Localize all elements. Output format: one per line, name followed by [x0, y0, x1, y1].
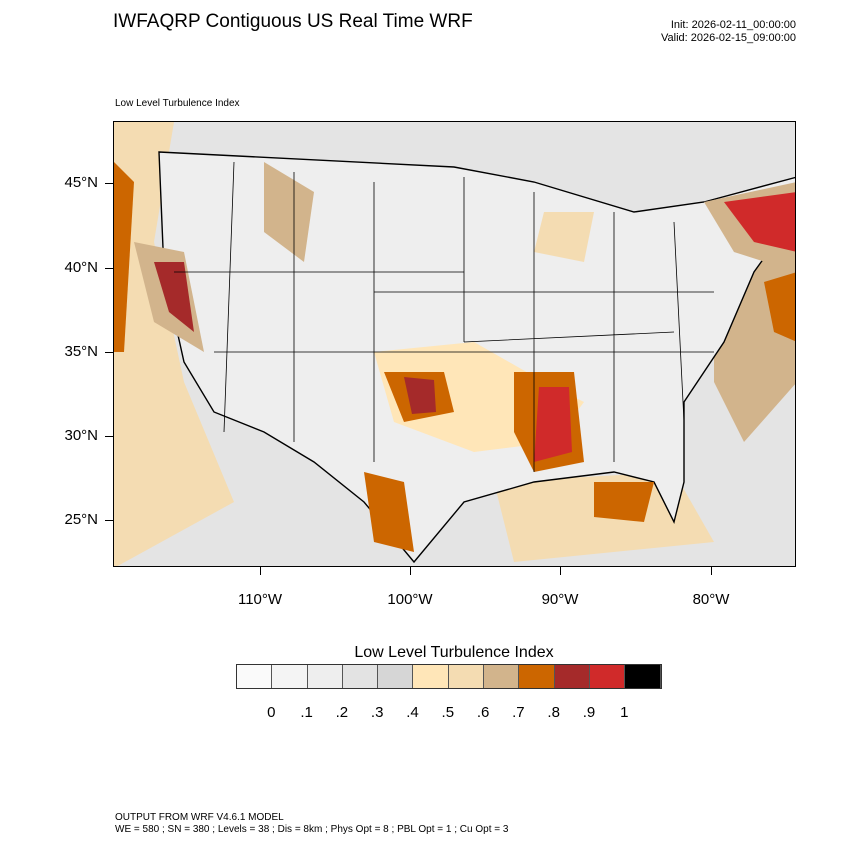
colorbar-cell [484, 665, 520, 688]
lat-label-30: 30°N [64, 427, 98, 444]
turbulence-map [114, 122, 795, 566]
lat-tick [105, 352, 113, 353]
lon-label-80w: 80°W [692, 591, 730, 608]
colorbar-label: .4 [406, 704, 419, 721]
colorbar-cell [307, 665, 343, 688]
colorbar-label: 1 [620, 704, 629, 721]
lon-label-110w: 110°W [237, 591, 283, 608]
colorbar-cell [589, 665, 626, 688]
colorbar-label: .6 [476, 704, 490, 721]
lat-label-45: 45°N [64, 174, 98, 191]
mississippi-peak [534, 387, 572, 462]
gulf-high [594, 482, 654, 522]
nevada-peak [154, 262, 194, 332]
colorbar-label: .3 [370, 704, 384, 721]
offshore-atlantic-high [764, 272, 795, 342]
colorbar-cell [272, 665, 308, 688]
lat-tick [105, 183, 113, 184]
colorbar-label: .2 [335, 704, 349, 721]
state-boundaries [174, 161, 714, 472]
colorbar-cell [413, 665, 449, 688]
pacific-high [114, 162, 134, 352]
lon-label-100w: 100°W [387, 591, 433, 608]
lat-label-40: 40°N [64, 259, 98, 276]
lon-tick [410, 567, 411, 575]
lon-tick [260, 567, 261, 575]
mexico-high [364, 472, 414, 552]
great-lakes-area [534, 212, 594, 262]
init-time: Init: 2026-02-11_00:00:00 [670, 19, 796, 31]
lat-tick [105, 436, 113, 437]
lon-tick [711, 567, 712, 575]
time-info: Init: 2026-02-11_00:00:00 Valid: 2026-02… [661, 19, 796, 45]
colorbar-cell [625, 665, 661, 688]
colorbar [236, 664, 662, 689]
lat-tick [105, 268, 113, 269]
model-version: OUTPUT FROM WRF V4.6.1 MODEL [115, 812, 284, 823]
pacific-region [114, 122, 234, 566]
colorbar-label: .7 [512, 704, 525, 721]
oklahoma-peak [404, 377, 436, 414]
lat-label-25: 25°N [64, 511, 98, 528]
plot-title: IWFAQRP Contiguous US Real Time WRF [113, 11, 473, 32]
colorbar-cell [448, 665, 485, 688]
new-england-peak [724, 192, 795, 252]
map-panel [113, 121, 796, 567]
lat-tick [105, 520, 113, 521]
colorbar-label: .1 [300, 704, 313, 721]
colorbar-cell [342, 665, 379, 688]
colorbar-label: .8 [547, 704, 560, 721]
lon-label-90w: 90°W [541, 591, 579, 608]
model-info: OUTPUT FROM WRF V4.6.1 MODEL WE = 580 ; … [115, 812, 508, 836]
lon-tick [560, 567, 561, 575]
colorbar-label: .5 [441, 704, 455, 721]
valid-time: Valid: 2026-02-15_09:00:00 [661, 32, 796, 44]
model-config: WE = 580 ; SN = 380 ; Levels = 38 ; Dis … [115, 824, 509, 835]
colorbar-cell [237, 665, 273, 688]
rockies-area [264, 162, 314, 262]
field-subtitle: Low Level Turbulence Index [115, 98, 240, 109]
colorbar-cell [378, 665, 414, 688]
lat-label-35: 35°N [64, 343, 98, 360]
colorbar-label: 0 [267, 704, 276, 721]
colorbar-title: Low Level Turbulence Index [354, 644, 554, 661]
colorbar-cell [519, 665, 555, 688]
colorbar-label: .9 [582, 704, 596, 721]
colorbar-cell [554, 665, 590, 688]
